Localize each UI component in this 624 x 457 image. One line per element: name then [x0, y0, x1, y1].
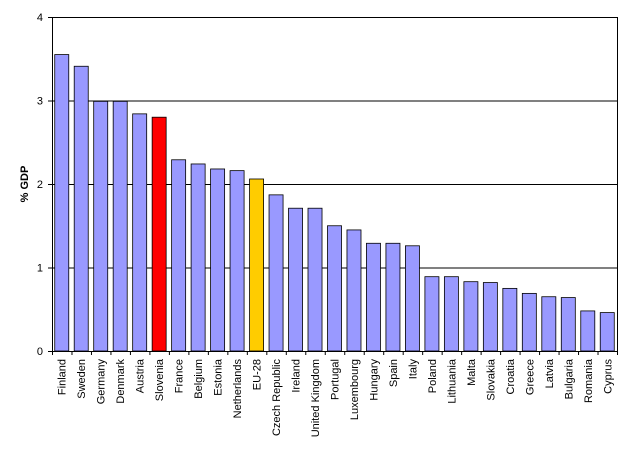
- bar-united-kingdom: [307, 207, 323, 352]
- bar-ireland: [288, 207, 303, 352]
- bar-austria: [132, 113, 148, 352]
- x-tick-label-ireland: Ireland: [291, 359, 303, 393]
- bar-estonia: [210, 168, 226, 352]
- y-tick-label-0: 0: [37, 346, 43, 358]
- x-tick-label-luxembourg: Luxembourg: [349, 359, 361, 420]
- bar-slovakia: [482, 282, 498, 352]
- bar-belgium: [190, 163, 206, 352]
- bar-greece: [521, 292, 537, 352]
- bar-czech-republic: [268, 194, 284, 352]
- bars: [54, 54, 615, 352]
- x-tick-label-portugal: Portugal: [330, 359, 342, 400]
- x-tick-label-france: France: [174, 359, 186, 393]
- x-tick-label-poland: Poland: [427, 359, 439, 393]
- y-tick-label-2: 2: [37, 179, 43, 191]
- bar-croatia: [502, 287, 518, 352]
- x-tick-label-hungary: Hungary: [368, 359, 380, 401]
- x-tick-label-united-kingdom: United Kingdom: [310, 359, 322, 437]
- bar-latvia: [541, 296, 557, 352]
- bar-finland: [54, 54, 70, 352]
- x-tick-label-italy: Italy: [407, 359, 419, 380]
- axes: [48, 17, 618, 355]
- bar-sweden: [73, 65, 89, 352]
- x-tick-label-lithuania: Lithuania: [446, 358, 458, 404]
- x-tick-label-germany: Germany: [96, 359, 108, 405]
- bar-poland: [424, 276, 440, 352]
- x-tick-label-netherlands: Netherlands: [232, 359, 244, 419]
- x-tick-label-romania: Romania: [583, 358, 595, 403]
- y-tick-labels: 0 1 2 3 4: [37, 12, 43, 358]
- bar-cyprus: [599, 312, 615, 352]
- x-tick-label-cyprus: Cyprus: [602, 359, 614, 394]
- bar-luxembourg: [346, 229, 362, 352]
- x-tick-label-austria: Austria: [135, 358, 147, 393]
- x-tick-label-slovenia: Slovenia: [154, 358, 166, 401]
- x-tick-label-spain: Spain: [388, 359, 400, 387]
- bar-netherlands: [229, 170, 245, 352]
- bar-spain: [385, 242, 401, 352]
- bar-france: [171, 159, 187, 352]
- bar-malta: [463, 281, 479, 352]
- x-tick-label-sweden: Sweden: [76, 359, 88, 399]
- x-tick-label-estonia: Estonia: [213, 358, 225, 396]
- y-tick-label-1: 1: [37, 263, 43, 275]
- x-tick-label-slovakia: Slovakia: [485, 358, 497, 400]
- x-tick-label-eu-28: EU-28: [252, 359, 264, 390]
- y-axis-title: % GDP: [19, 166, 31, 203]
- x-tick-label-denmark: Denmark: [115, 359, 127, 404]
- bar-hungary: [366, 242, 381, 352]
- x-tick-label-greece: Greece: [524, 359, 536, 395]
- x-tick-labels: Finland Sweden Germany Denmark Austria Sloven…: [57, 358, 615, 437]
- bar-romania: [580, 310, 596, 352]
- x-tick-label-malta: Malta: [466, 358, 478, 386]
- x-tick-label-belgium: Belgium: [193, 359, 205, 399]
- bar-germany: [93, 100, 109, 352]
- bar-slovenia: [151, 116, 167, 352]
- plot-area-border: [52, 17, 618, 352]
- bar-lithuania: [443, 276, 459, 352]
- y-tick-label-3: 3: [37, 96, 43, 108]
- x-tick-label-latvia: Latvia: [544, 358, 556, 388]
- x-tick-label-bulgaria: Bulgaria: [563, 358, 575, 399]
- x-tick-label-croatia: Croatia: [505, 358, 517, 394]
- bar-bulgaria: [560, 297, 576, 352]
- bar-portugal: [327, 225, 342, 352]
- bar-italy: [405, 245, 420, 352]
- bar-eu-28: [249, 178, 264, 352]
- x-tick-label-finland: Finland: [57, 359, 69, 395]
- bar-denmark: [112, 100, 128, 352]
- y-tick-label-4: 4: [37, 12, 43, 24]
- x-tick-label-czech-republic: Czech Republic: [271, 359, 283, 437]
